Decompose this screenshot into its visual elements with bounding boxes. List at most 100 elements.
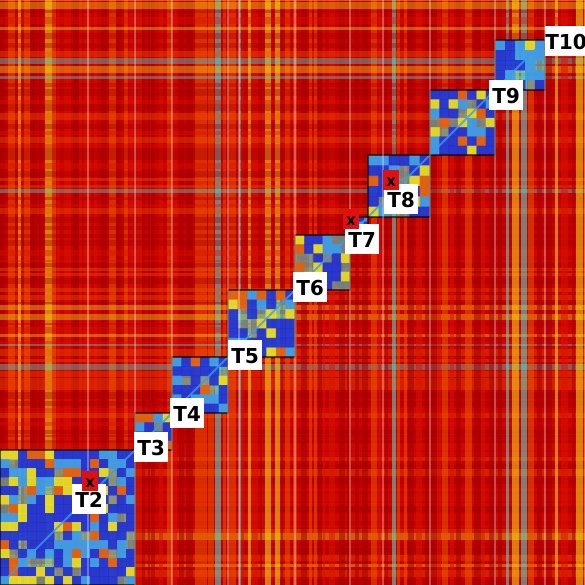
row-band-70 — [0, 104, 585, 111]
block-cell — [0, 522, 10, 532]
row-band-30 — [0, 371, 585, 377]
block-cell — [153, 413, 164, 423]
marker-text: x — [386, 172, 396, 190]
block-cell — [18, 522, 28, 532]
block-cell — [304, 244, 314, 254]
column-band-28 — [195, 0, 202, 585]
column-band-10 — [73, 0, 79, 585]
block-cell — [419, 196, 431, 208]
row-band-74 — [0, 76, 585, 79]
block-cell — [457, 90, 468, 100]
block-cell — [99, 513, 109, 523]
row-band-50 — [0, 240, 585, 246]
column-band-55 — [371, 0, 377, 585]
block-cell — [525, 40, 536, 51]
row-band-14 — [0, 478, 585, 484]
row-band-28 — [0, 383, 585, 390]
block-cell — [359, 217, 364, 222]
block-cell — [0, 540, 10, 550]
block-cell — [172, 357, 182, 367]
block-cell — [45, 567, 55, 577]
column-band-21 — [148, 0, 150, 585]
block-cell — [485, 108, 496, 119]
block-cell — [99, 450, 109, 460]
row-band-2 — [0, 564, 585, 567]
column-band-76 — [521, 0, 527, 585]
column-band-4 — [31, 0, 37, 585]
block-cell — [27, 531, 37, 541]
block-cell — [27, 468, 37, 478]
column-band-3 — [24, 0, 30, 585]
block-cell — [36, 549, 46, 559]
column-band-79 — [546, 0, 552, 585]
marker-bg — [82, 471, 98, 491]
block-cell — [378, 186, 390, 197]
block-cell — [72, 531, 82, 541]
block-cell — [430, 99, 440, 110]
block-cell — [525, 70, 536, 81]
block-cell — [340, 253, 351, 263]
block-cell — [256, 328, 267, 339]
block-cell — [368, 186, 379, 197]
block-cell — [0, 549, 10, 559]
block-cell — [448, 145, 459, 156]
block-cell — [72, 477, 82, 487]
block-cell — [117, 567, 127, 577]
block-cell — [266, 318, 277, 329]
block-cell — [368, 175, 379, 187]
block-label-text: T3 — [137, 436, 165, 460]
block-cell — [209, 357, 220, 367]
block-cell — [275, 337, 286, 348]
block-cell — [0, 558, 10, 568]
block-cell — [190, 366, 201, 377]
column-band-66 — [442, 0, 448, 585]
column-band-5 — [39, 0, 42, 585]
block-cell — [72, 450, 82, 460]
block-cell — [218, 375, 229, 386]
block-cell — [81, 567, 91, 577]
block-cell — [313, 244, 323, 254]
block-cell — [81, 513, 91, 523]
block-cell — [18, 513, 28, 523]
block-cell — [190, 357, 201, 367]
block-cell — [27, 495, 37, 505]
block-cell — [476, 127, 487, 137]
row-band-23 — [0, 422, 585, 426]
block-cell — [126, 567, 136, 577]
row-band-1 — [0, 570, 585, 577]
column-band-62 — [416, 0, 422, 585]
block-cell — [419, 175, 431, 187]
block-cell — [108, 540, 118, 550]
row-band-13 — [0, 488, 585, 491]
block-cell — [295, 244, 305, 254]
block-cell — [45, 540, 55, 550]
block-cell — [535, 50, 546, 61]
block-cell — [448, 136, 459, 147]
column-band-82 — [572, 0, 575, 585]
row-band-72 — [0, 89, 585, 96]
row-band-45 — [0, 273, 585, 276]
block-cell — [378, 155, 390, 166]
block-cell — [27, 459, 37, 469]
block-cell — [266, 299, 277, 310]
block-label-bg — [489, 80, 523, 110]
row-band-19 — [0, 443, 585, 450]
block-cell — [0, 513, 10, 523]
block-cell — [430, 127, 440, 137]
block-cell — [45, 495, 55, 505]
block-cell — [63, 468, 73, 478]
column-band-70 — [474, 0, 481, 585]
block-cell — [117, 477, 127, 487]
column-band-13 — [94, 0, 97, 585]
block-cell — [162, 422, 173, 432]
block-cell — [218, 403, 229, 414]
block-cell — [313, 253, 323, 263]
block-cell — [9, 558, 19, 568]
block-cell — [90, 567, 100, 577]
row-band-49 — [0, 250, 585, 256]
column-band-23 — [159, 0, 163, 585]
marker-bg — [343, 209, 359, 229]
block-cell — [45, 504, 55, 514]
block-cell — [45, 450, 55, 460]
block-cell — [467, 90, 477, 100]
